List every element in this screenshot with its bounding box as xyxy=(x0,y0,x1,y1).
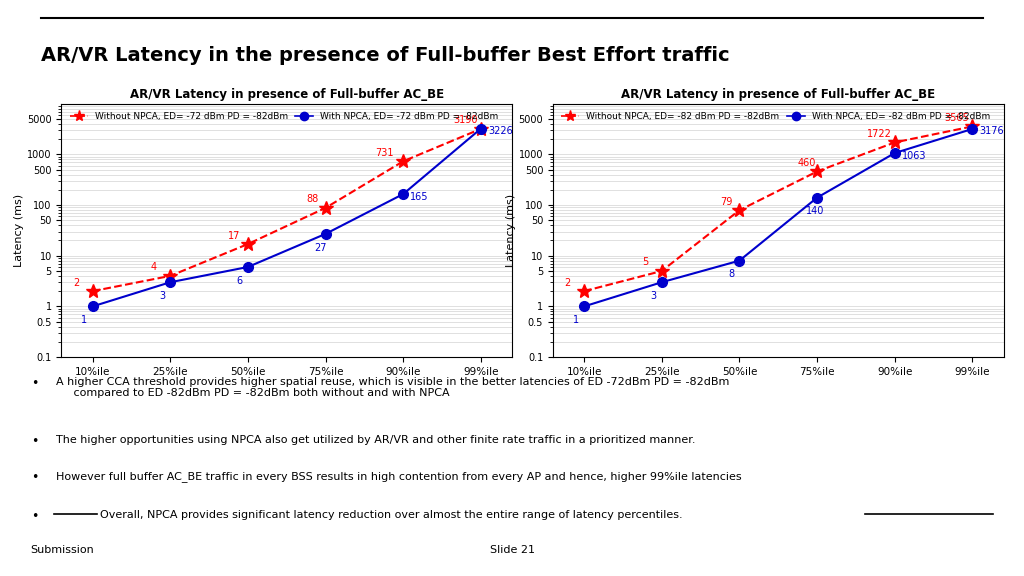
Text: 6: 6 xyxy=(237,276,243,286)
Text: 1063: 1063 xyxy=(902,150,927,161)
Text: However full buffer AC_BE traffic in every BSS results in high contention from e: However full buffer AC_BE traffic in eve… xyxy=(56,471,742,482)
Text: Overall, NPCA provides significant latency reduction over almost the entire rang: Overall, NPCA provides significant laten… xyxy=(100,510,683,520)
Text: 5: 5 xyxy=(642,257,648,267)
Text: 1: 1 xyxy=(572,315,579,325)
Text: Submission: Submission xyxy=(31,545,94,555)
Y-axis label: Latency (ms): Latency (ms) xyxy=(14,194,25,267)
Text: 165: 165 xyxy=(411,192,429,202)
Text: 17: 17 xyxy=(228,230,241,241)
Text: The higher opportunities using NPCA also get utilized by AR/VR and other finite : The higher opportunities using NPCA also… xyxy=(56,435,696,445)
Title: AR/VR Latency in presence of Full-buffer AC_BE: AR/VR Latency in presence of Full-buffer… xyxy=(622,88,935,101)
Text: 3176: 3176 xyxy=(979,127,1004,137)
Text: 79: 79 xyxy=(720,196,732,207)
Legend: Without NPCA, ED= -72 dBm PD = -82dBm, With NPCA, ED= -72 dBm PD = -82dBm: Without NPCA, ED= -72 dBm PD = -82dBm, W… xyxy=(66,108,503,124)
Text: •: • xyxy=(31,510,38,523)
Text: 2: 2 xyxy=(73,278,79,287)
Text: A higher CCA threshold provides higher spatial reuse, which is visible in the be: A higher CCA threshold provides higher s… xyxy=(56,377,730,399)
Text: 88: 88 xyxy=(306,194,318,204)
Text: 140: 140 xyxy=(806,206,824,217)
Legend: Without NPCA, ED= -82 dBm PD = -82dBm, With NPCA, ED= -82 dBm PD = -82dBm: Without NPCA, ED= -82 dBm PD = -82dBm, W… xyxy=(557,108,994,124)
Text: 3: 3 xyxy=(650,291,656,301)
Text: 1722: 1722 xyxy=(867,129,892,139)
Y-axis label: Latency (ms): Latency (ms) xyxy=(506,194,516,267)
Text: 3190: 3190 xyxy=(454,115,477,125)
Text: 8: 8 xyxy=(728,270,734,279)
Text: •: • xyxy=(31,471,38,484)
Text: •: • xyxy=(31,377,38,390)
Title: AR/VR Latency in presence of Full-buffer AC_BE: AR/VR Latency in presence of Full-buffer… xyxy=(130,88,443,101)
Text: 3226: 3226 xyxy=(487,126,513,136)
Text: •: • xyxy=(31,435,38,449)
Text: 3565: 3565 xyxy=(945,113,970,123)
Text: 2: 2 xyxy=(564,278,570,287)
Text: 4: 4 xyxy=(151,262,157,272)
Text: 460: 460 xyxy=(798,158,816,168)
Text: Slide 21: Slide 21 xyxy=(489,545,535,555)
Text: 3: 3 xyxy=(159,291,165,301)
Text: 731: 731 xyxy=(376,147,394,158)
Text: 27: 27 xyxy=(314,242,327,252)
Text: 1: 1 xyxy=(81,315,87,325)
Text: AR/VR Latency in the presence of Full-buffer Best Effort traffic: AR/VR Latency in the presence of Full-bu… xyxy=(41,47,729,65)
